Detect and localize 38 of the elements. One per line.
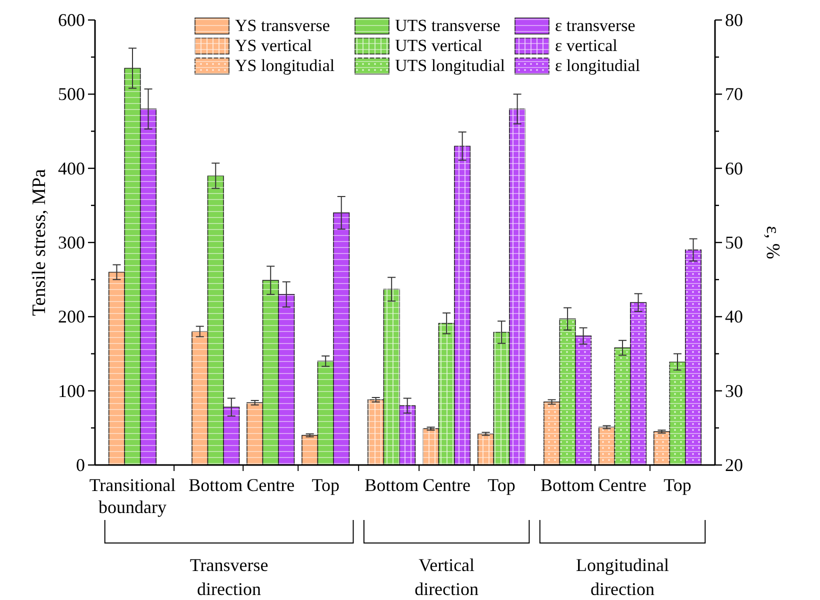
x-tick-label: Bottom — [540, 475, 595, 495]
y2-tick-label: 70 — [725, 84, 743, 104]
x-tick-label: Transitional boundary — [89, 475, 176, 517]
y-tick-label: 200 — [58, 306, 85, 327]
x-tick-label: Bottom — [364, 475, 419, 495]
legend-label: ε transverse — [555, 16, 636, 35]
y2-tick-label: 80 — [725, 10, 743, 30]
y2-tick-label: 20 — [725, 455, 743, 475]
y-tick-label: 0 — [76, 455, 85, 475]
x-tick-label: Top — [488, 475, 516, 495]
legend-label: YS vertical — [235, 36, 312, 55]
legend-label: UTS vertical — [395, 36, 483, 55]
legend-label: UTS longitudial — [395, 56, 506, 75]
x-tick-label: Top — [664, 475, 692, 495]
x-tick-label: Centre — [598, 475, 647, 495]
y-tick-label: 600 — [58, 10, 85, 30]
x-tick-label: Centre — [422, 475, 471, 495]
text: Longitudinal direction — [576, 555, 670, 599]
y-tick-label: 100 — [58, 380, 85, 401]
y2-tick-label: 30 — [725, 380, 743, 401]
legend-label: YS transverse — [235, 16, 330, 35]
y-tick-label: 500 — [58, 84, 85, 104]
y-axis-title: Tensile stress, MPa — [29, 168, 50, 316]
text: Vertical direction — [414, 555, 479, 599]
legend-label: ε vertical — [555, 36, 618, 55]
y-tick-label: 300 — [58, 232, 85, 252]
x-tick-label: Bottom — [188, 475, 243, 495]
text: Transverse direction — [190, 555, 268, 599]
y2-tick-label: 40 — [725, 306, 743, 327]
legend-label: YS longitudial — [235, 56, 335, 75]
legend-label: ε longitudial — [555, 56, 640, 75]
legend-label: UTS transverse — [395, 16, 500, 35]
y2-tick-label: 50 — [725, 232, 743, 252]
y-tick-label: 400 — [58, 158, 85, 178]
y2-tick-label: 60 — [725, 158, 743, 178]
y2-axis-title: ε, % — [762, 226, 783, 260]
x-tick-label: Centre — [246, 475, 295, 495]
x-tick-label: Top — [312, 475, 340, 495]
